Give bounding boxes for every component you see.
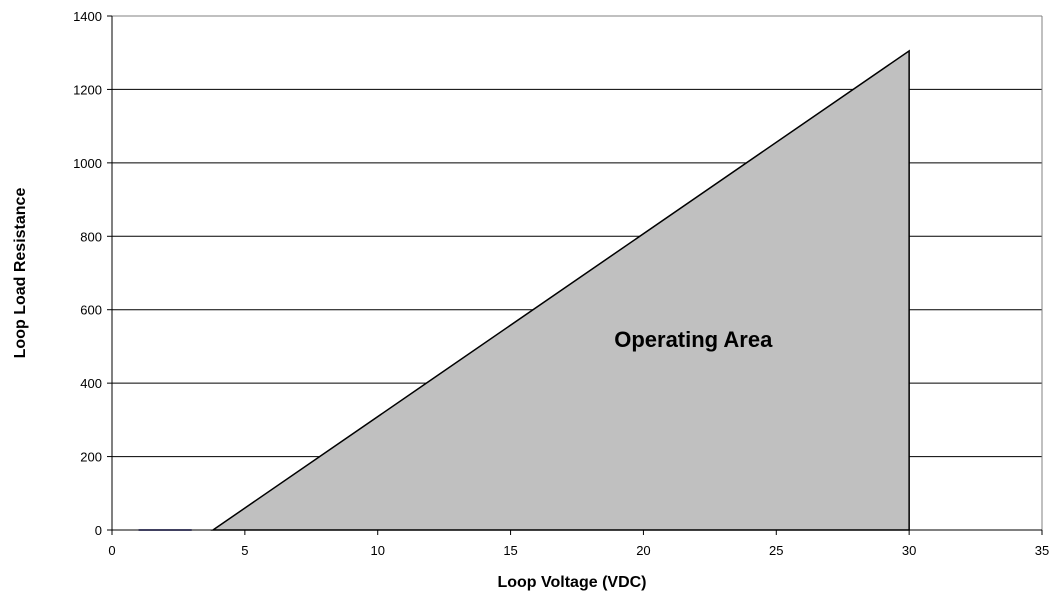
x-tick-label-25: 25: [769, 543, 783, 558]
y-tick-label-0: 0: [95, 523, 102, 538]
x-tick-label-5: 5: [241, 543, 248, 558]
x-tick-label-30: 30: [902, 543, 916, 558]
x-tick-label-20: 20: [636, 543, 650, 558]
x-tick-label-0: 0: [108, 543, 115, 558]
plot-area: [138, 49, 910, 531]
y-tick-label-1400: 1400: [73, 9, 102, 24]
y-axis-label: Loop Load Resistance: [12, 188, 29, 359]
operating-area-region: [210, 49, 910, 531]
y-tick-label-400: 400: [80, 376, 102, 391]
x-tick-label-35: 35: [1035, 543, 1049, 558]
axes: [107, 15, 1043, 535]
x-axis-label: Loop Voltage (VDC): [497, 574, 646, 591]
x-tick-label-10: 10: [370, 543, 384, 558]
y-tick-label-200: 200: [80, 450, 102, 465]
annotation-operating-area: Operating Area: [614, 327, 773, 352]
x-tick-labels: 0 5 10 15 20 25 30 35: [108, 543, 1049, 558]
y-tick-label-800: 800: [80, 229, 102, 244]
annotations: Operating Area: [614, 327, 773, 352]
y-tick-label-600: 600: [80, 303, 102, 318]
y-tick-labels: 0 200 400 600 800 1000 1200 1400: [73, 9, 102, 538]
y-tick-label-1200: 1200: [73, 82, 102, 97]
x-tick-label-15: 15: [503, 543, 517, 558]
y-tick-label-1000: 1000: [73, 156, 102, 171]
